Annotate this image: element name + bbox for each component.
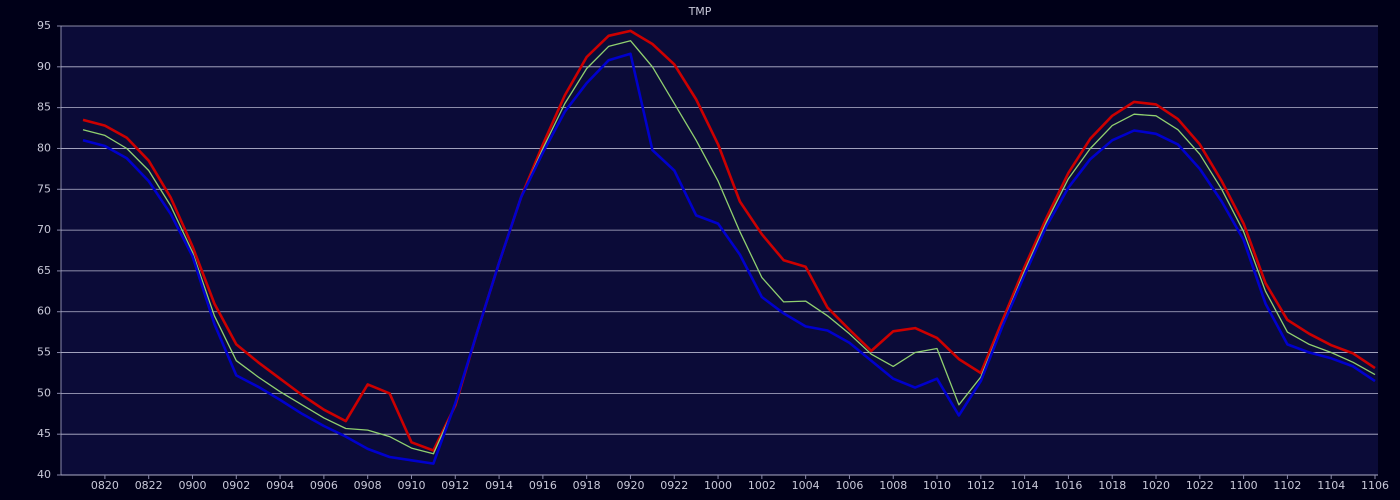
x-tick-label: 0902 bbox=[222, 479, 250, 492]
y-tick-label: 65 bbox=[37, 264, 51, 277]
line-series bbox=[82, 40, 1376, 455]
y-tick-label: 85 bbox=[37, 101, 51, 114]
x-tick-label: 1008 bbox=[879, 479, 907, 492]
x-tick-label: 0916 bbox=[529, 479, 557, 492]
y-tick-label: 75 bbox=[37, 182, 51, 195]
plot-area bbox=[61, 26, 1378, 475]
x-tick-label: 0922 bbox=[660, 479, 688, 492]
x-tick-label: 1100 bbox=[1230, 479, 1258, 492]
x-tick-label: 1016 bbox=[1054, 479, 1082, 492]
chart-title: TMP bbox=[688, 5, 712, 18]
y-tick-label: 40 bbox=[37, 468, 51, 481]
x-tick-label: 0900 bbox=[178, 479, 206, 492]
x-tick-label: 1012 bbox=[967, 479, 995, 492]
y-tick-label: 45 bbox=[37, 427, 51, 440]
x-tick-label: 0904 bbox=[266, 479, 294, 492]
x-tick-label: 0914 bbox=[485, 479, 513, 492]
x-tick-label: 1022 bbox=[1186, 479, 1214, 492]
y-tick-label: 80 bbox=[37, 141, 51, 154]
y-tick-label: 55 bbox=[37, 346, 51, 359]
x-tick-label: 1104 bbox=[1317, 479, 1345, 492]
y-tick-label: 95 bbox=[37, 19, 51, 32]
x-tick-label: 1102 bbox=[1273, 479, 1301, 492]
line-series bbox=[82, 52, 1376, 465]
x-tick-label: 0918 bbox=[573, 479, 601, 492]
x-tick-label: 1018 bbox=[1098, 479, 1126, 492]
y-tick-label: 70 bbox=[37, 223, 51, 236]
x-tick-label: 1002 bbox=[748, 479, 776, 492]
y-tick-label: 90 bbox=[37, 60, 51, 73]
x-tick-label: 1014 bbox=[1011, 479, 1039, 492]
line-series bbox=[82, 29, 1376, 452]
x-tick-label: 1004 bbox=[792, 479, 820, 492]
x-tick-label: 0822 bbox=[135, 479, 163, 492]
x-tick-label: 1006 bbox=[835, 479, 863, 492]
x-tick-label: 1000 bbox=[704, 479, 732, 492]
x-tick-label: 0820 bbox=[91, 479, 119, 492]
y-tick-label: 50 bbox=[37, 386, 51, 399]
x-tick-label: 1010 bbox=[923, 479, 951, 492]
x-tick-label: 1020 bbox=[1142, 479, 1170, 492]
y-tick-label: 60 bbox=[37, 305, 51, 318]
x-tick-label: 0908 bbox=[354, 479, 382, 492]
x-tick-label: 0920 bbox=[616, 479, 644, 492]
x-tick-label: 0906 bbox=[310, 479, 338, 492]
x-tick-label: 0910 bbox=[397, 479, 425, 492]
x-tick-label: 1106 bbox=[1361, 479, 1389, 492]
x-tick-label: 0912 bbox=[441, 479, 469, 492]
